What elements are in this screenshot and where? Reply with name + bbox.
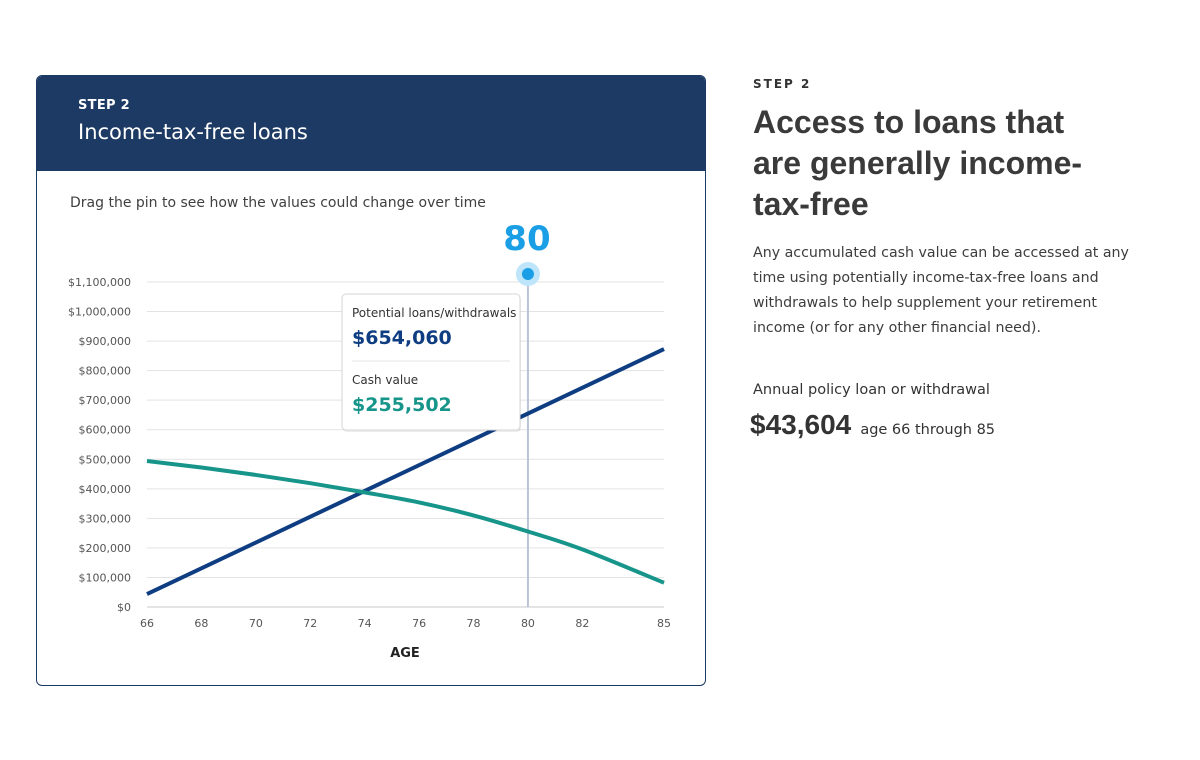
y-tick-label: $1,100,000 — [68, 276, 131, 289]
y-tick-label: $200,000 — [79, 542, 132, 555]
x-tick-label: 66 — [140, 617, 154, 630]
cash-value-series-line — [146, 459, 665, 585]
y-tick-label: $400,000 — [79, 483, 132, 496]
tooltip-cash-value: $255,502 — [352, 394, 452, 416]
x-tick-label: 80 — [521, 617, 535, 630]
pin-handle[interactable] — [515, 262, 540, 286]
right-step-label: STEP 2 — [753, 77, 812, 91]
tooltip-loans-label: Potential loans/withdrawals — [352, 306, 516, 320]
card-header: STEP 2 Income-tax-free loans — [37, 76, 705, 171]
y-tick-label: $0 — [117, 601, 131, 614]
y-tick-label: $600,000 — [79, 424, 132, 437]
y-tick-label: $900,000 — [79, 335, 132, 348]
card-title: Income-tax-free loans — [78, 120, 308, 144]
y-tick-label: $100,000 — [79, 571, 132, 584]
x-tick-label: 74 — [358, 617, 372, 630]
x-tick-label: 85 — [657, 617, 671, 630]
right-body-text: Any accumulated cash value can be access… — [753, 245, 1129, 336]
heading-line-2: are generally income- — [753, 145, 1083, 181]
pin-dot — [521, 268, 534, 280]
x-tick-label: 68 — [194, 617, 208, 630]
x-tick-label: 76 — [412, 617, 426, 630]
annual-loan-row: $43,604 age 66 through 85 — [750, 409, 995, 441]
x-tick-label: 70 — [249, 617, 263, 630]
y-tick-label: $300,000 — [79, 512, 132, 525]
annual-loan-label: Annual policy loan or withdrawal — [753, 382, 990, 398]
y-tick-label: $500,000 — [79, 453, 132, 466]
y-tick-label: $700,000 — [79, 394, 132, 407]
x-tick-label: 82 — [575, 617, 589, 630]
x-axis-title: AGE — [390, 646, 420, 661]
loans-card: STEP 2 Income-tax-free loans Drag the pi… — [36, 75, 706, 686]
card-step-label: STEP 2 — [78, 98, 131, 113]
heading-line-1: Access to loans that — [753, 104, 1065, 140]
y-tick-label: $800,000 — [79, 365, 132, 378]
y-tick-label: $1,000,000 — [68, 306, 131, 319]
pin-age-label: 80 — [503, 219, 550, 259]
tooltip-loans-value: $654,060 — [352, 327, 452, 349]
tooltip-cash-label: Cash value — [352, 373, 418, 387]
annual-loan-amount: $43,604 — [750, 409, 852, 440]
x-tick-label: 78 — [467, 617, 481, 630]
tooltip-card — [341, 293, 521, 431]
x-tick-label: 72 — [303, 617, 317, 630]
annual-loan-range: age 66 through 85 — [860, 422, 996, 438]
right-heading: Access to loans that are generally incom… — [753, 102, 1133, 225]
chart-instruction: Drag the pin to see how the values could… — [70, 195, 486, 211]
heading-line-3: tax-free — [753, 186, 869, 222]
loans-chart: $0 $100,000 $200,000 $300,000 $400,000 $500,0… — [68, 219, 671, 661]
loans-series-line — [146, 347, 665, 596]
